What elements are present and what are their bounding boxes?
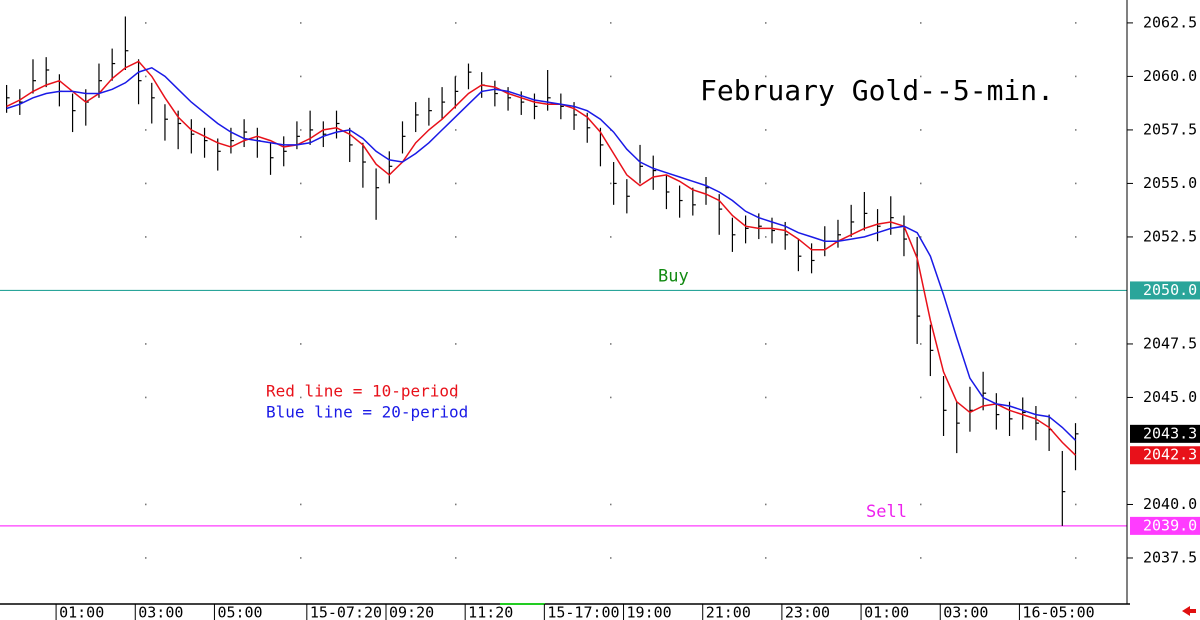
chart-title: February Gold--5-min. bbox=[700, 74, 1054, 107]
price-tag-label: 2042.3 bbox=[1143, 446, 1197, 464]
price-tag bbox=[1130, 446, 1200, 465]
y-tick-label: 2047.5 bbox=[1143, 334, 1197, 352]
x-tick-label: 11:20 bbox=[468, 604, 513, 620]
y-tick-label: 2060.0 bbox=[1143, 67, 1197, 85]
reference-tag-label: 2039.0 bbox=[1143, 516, 1197, 534]
y-tick-label: 2037.5 bbox=[1143, 548, 1197, 566]
reference-tag bbox=[1130, 281, 1200, 300]
x-tick-label: 21:00 bbox=[706, 604, 751, 620]
y-tick-label: 2040.0 bbox=[1143, 495, 1197, 513]
x-tick-label: 01:00 bbox=[59, 604, 104, 620]
reference-tag-label: 2050.0 bbox=[1143, 281, 1197, 299]
legend: Red line = 10-period Blue line = 20-perio… bbox=[266, 382, 468, 422]
price-tag-label: 2043.3 bbox=[1143, 424, 1197, 442]
y-tick-label: 2057.5 bbox=[1143, 120, 1197, 138]
x-tick-label: 19:00 bbox=[627, 604, 672, 620]
x-tick-label: 03:00 bbox=[943, 604, 988, 620]
y-tick-label: 2045.0 bbox=[1143, 388, 1197, 406]
x-tick-label: 16-05:00 bbox=[1022, 604, 1094, 620]
scroll-arrow bbox=[1182, 606, 1196, 616]
reference-tag bbox=[1130, 516, 1200, 535]
reference-lines: Buy Sell bbox=[0, 266, 1127, 527]
x-tick-label: 01:00 bbox=[864, 604, 909, 620]
x-tick-label: 23:00 bbox=[785, 604, 830, 620]
x-tick-label: 05:00 bbox=[217, 604, 262, 620]
price-tag bbox=[1130, 424, 1200, 443]
x-tick-label: 15-17:00 bbox=[547, 604, 619, 620]
legend-entry: Blue line = 20-period bbox=[266, 403, 468, 422]
moving-averages bbox=[6, 60, 1077, 456]
x-tick-label: 03:00 bbox=[138, 604, 183, 620]
x-tick-label: 09:20 bbox=[389, 604, 434, 620]
reference-text: Buy bbox=[658, 266, 689, 286]
price-tags: 2050.0 2039.0 2043.3 2042.3 bbox=[1130, 281, 1200, 535]
ma-line bbox=[6, 66, 1077, 441]
y-tick-label: 2062.5 bbox=[1143, 13, 1197, 31]
y-tick-label: 2055.0 bbox=[1143, 174, 1197, 192]
price-bars bbox=[5, 16, 1079, 526]
x-tick-label: 15-07:20 bbox=[310, 604, 382, 620]
reference-text: Sell bbox=[866, 502, 907, 522]
legend-entry: Red line = 10-period bbox=[266, 382, 459, 401]
ma-line bbox=[6, 60, 1077, 456]
y-tick-label: 2052.5 bbox=[1143, 227, 1197, 245]
axes: 2062.5 2060.0 2057.5 2055.0 2052.5 2047.5 2045… bbox=[55, 13, 1197, 620]
